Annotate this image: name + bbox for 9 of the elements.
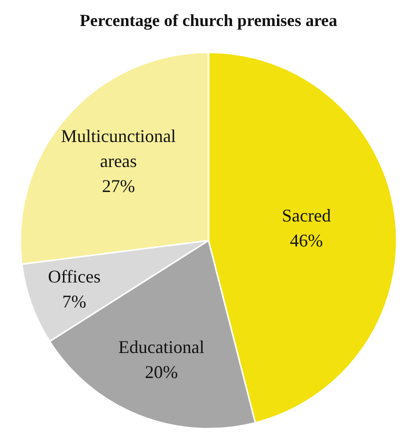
data-label: 20% (144, 362, 178, 382)
slice-label: Offices (48, 266, 101, 286)
chart-title: Percentage of church premises area (80, 11, 338, 30)
slice-label: Multicunctional areas (60, 126, 176, 172)
data-label: 27% (102, 176, 135, 196)
data-label: 7% (62, 291, 86, 312)
slice-label: Educational (118, 336, 204, 357)
slice-label: Sacred (282, 206, 331, 226)
data-label: 46% (290, 230, 323, 251)
